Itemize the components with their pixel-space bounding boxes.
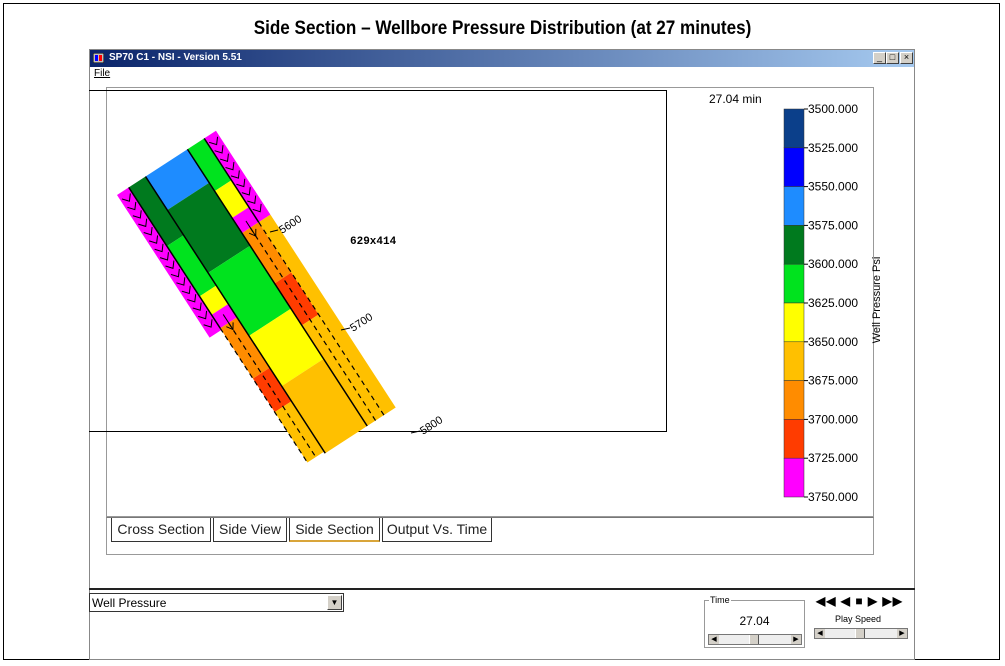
window-title: SP70 C1 - NSI - Version 5.51 (109, 52, 242, 63)
scroll-right-icon[interactable]: ▶ (791, 635, 801, 644)
minimize-button[interactable]: _ (873, 52, 886, 64)
controls-divider (89, 588, 915, 590)
play-speed-label: Play Speed (834, 614, 882, 624)
time-slider[interactable]: ◀ ▶ (708, 634, 802, 645)
time-group: Time 27.04 ◀ ▶ (704, 595, 805, 648)
tab-side-section[interactable]: Side Section (289, 518, 380, 542)
variable-select-value: Well Pressure (92, 596, 167, 610)
time-group-label: Time (709, 595, 731, 605)
window-titlebar[interactable]: SP70 C1 - NSI - Version 5.51 _ □ × (90, 50, 914, 67)
tab-side-view[interactable]: Side View (213, 518, 287, 542)
variable-select[interactable]: Well Pressure ▼ (89, 593, 344, 612)
menu-bar: File (90, 67, 914, 82)
maximize-button[interactable]: □ (886, 52, 899, 64)
tab-output-vs-time[interactable]: Output Vs. Time (382, 518, 492, 542)
play-speed-thumb[interactable] (854, 629, 865, 638)
playback-controls: ◀◀ ◀ ■ ▶ ▶▶ Play Speed ◀ ▶ (812, 593, 913, 650)
close-button[interactable]: × (900, 52, 913, 64)
scroll-left-icon[interactable]: ◀ (709, 635, 719, 644)
menu-file[interactable]: File (94, 68, 111, 79)
play-buttons[interactable]: ◀◀ ◀ ■ ▶ ▶▶ (816, 594, 903, 608)
time-slider-thumb[interactable] (748, 635, 759, 644)
scroll-left-icon[interactable]: ◀ (815, 629, 825, 638)
tab-cross-section[interactable]: Cross Section (111, 518, 211, 542)
play-speed-slider[interactable]: ◀ ▶ (814, 628, 908, 639)
application-window: SP70 C1 - NSI - Version 5.51 _ □ × File (89, 49, 915, 660)
tab-strip: Cross Section Side View Side Section Out… (106, 517, 874, 555)
scroll-right-icon[interactable]: ▶ (897, 629, 907, 638)
app-icon (93, 53, 104, 63)
slide-title: Side Section – Wellbore Pressure Distrib… (253, 18, 752, 39)
time-value: 27.04 (739, 614, 770, 628)
chevron-down-icon[interactable]: ▼ (327, 595, 342, 610)
